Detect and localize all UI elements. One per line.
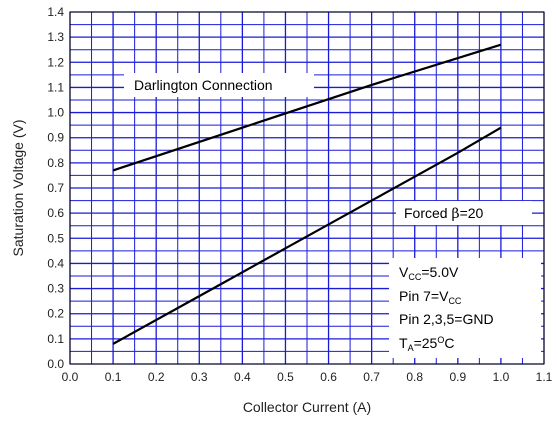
y-tick-label: 1.0: [47, 106, 64, 120]
condition-temp: TA=25OC: [399, 335, 454, 353]
y-tick-label: 0.9: [47, 131, 64, 145]
y-tick-label: 0.8: [47, 156, 64, 170]
y-axis-ticks: 0.0 0.1 0.2 0.3 0.4 0.5 0.6 0.7 0.8 0.9 1.0 1.1 1.2 1…: [47, 5, 64, 371]
x-tick-label: 0.3: [191, 370, 208, 384]
x-tick-label: 0.2: [148, 370, 165, 384]
conditions-box-bg: [389, 258, 541, 358]
x-tick-label: 0.7: [363, 370, 380, 384]
y-axis-label: Saturation Voltage (V): [10, 120, 26, 257]
y-tick-label: 0.7: [47, 181, 64, 195]
x-tick-label: 0.6: [320, 370, 337, 384]
x-tick-label: 0.1: [105, 370, 122, 384]
plot-frame: [69, 11, 545, 365]
y-tick-label: 1.3: [47, 30, 64, 44]
y-tick-label: 0.4: [47, 256, 64, 270]
condition-vcc: VCC=5.0V: [399, 264, 459, 282]
y-tick-label: 1.1: [47, 80, 64, 94]
series-line-darlington: [112, 43, 502, 172]
series-lines: [112, 43, 502, 345]
x-tick-label: 0.4: [234, 370, 251, 384]
y-tick-label: 1.4: [47, 5, 64, 19]
x-tick-label: 1.1: [536, 370, 553, 384]
darlington-label-bg: [124, 73, 314, 97]
x-tick-label: 1.0: [493, 370, 510, 384]
x-tick-label: 0.9: [449, 370, 466, 384]
y-tick-label: 0.5: [47, 231, 64, 245]
y-tick-label: 0.3: [47, 282, 64, 296]
y-tick-label: 1.2: [47, 55, 64, 69]
forced-beta-label: Forced β=20: [404, 205, 484, 222]
y-tick-label: 0.2: [47, 307, 64, 321]
x-axis-label: Collector Current (A): [243, 399, 371, 415]
y-tick-label: 0.0: [47, 357, 64, 371]
x-axis-ticks: 0.0 0.1 0.2 0.3 0.4 0.5 0.6 0.7 0.8 0.9 1.0 1.1: [62, 370, 553, 384]
condition-gnd: Pin 2,3,5=GND: [399, 311, 494, 327]
forced-beta-label-bg: [396, 201, 532, 225]
y-tick-label: 0.6: [47, 206, 64, 220]
x-tick-label: 0.0: [62, 370, 79, 384]
y-tick-label: 0.1: [47, 332, 64, 346]
condition-pin7: Pin 7=VCC: [399, 288, 462, 306]
x-tick-label: 0.8: [406, 370, 423, 384]
darlington-label: Darlington Connection: [134, 77, 273, 93]
series-line-forced-beta: [112, 126, 502, 345]
x-tick-label: 0.5: [277, 370, 294, 384]
